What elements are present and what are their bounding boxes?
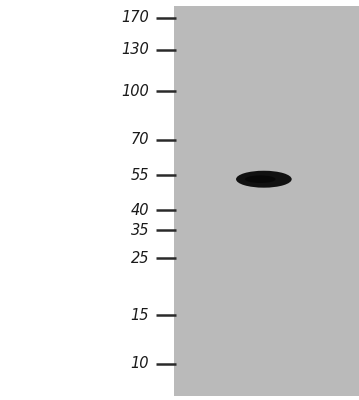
Text: 10: 10 <box>130 356 149 372</box>
Ellipse shape <box>236 171 292 188</box>
Text: 15: 15 <box>130 308 149 323</box>
Text: 40: 40 <box>130 203 149 218</box>
Bar <box>174 6 359 396</box>
Text: 130: 130 <box>121 42 149 57</box>
Text: 70: 70 <box>130 132 149 147</box>
Text: 25: 25 <box>130 251 149 266</box>
Text: 100: 100 <box>121 84 149 99</box>
Text: 170: 170 <box>121 10 149 26</box>
Text: 55: 55 <box>130 168 149 183</box>
Ellipse shape <box>245 175 276 183</box>
Text: 35: 35 <box>130 223 149 238</box>
